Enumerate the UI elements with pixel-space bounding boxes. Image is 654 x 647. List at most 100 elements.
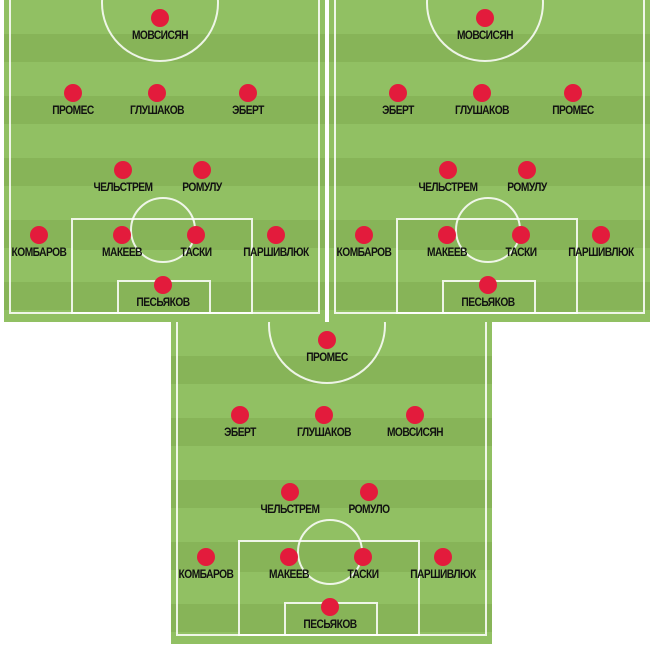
player-rb: ПАРШИВЛЮК [226, 226, 325, 259]
player-name: ПАРШИВЛЮК [243, 245, 309, 259]
player-dot [360, 483, 378, 501]
player-name: ЭБЕРТ [224, 425, 256, 439]
player-dot [318, 331, 336, 349]
player-cm: ГЛУШАКОВ [274, 406, 374, 439]
player-name: КОМБАРОВ [336, 245, 392, 259]
player-gk: ПЕСЬЯКОВ [113, 276, 213, 309]
player-lb: КОМБАРОВ [171, 548, 256, 581]
player-lb: КОМБАРОВ [4, 226, 89, 259]
player-dot [476, 9, 494, 27]
player-name: ТАСКИ [347, 567, 379, 581]
player-name: ЧЕЛЬСТРЕМ [93, 180, 153, 194]
player-dot [114, 161, 132, 179]
player-name: ПЕСЬЯКОВ [461, 295, 515, 309]
player-dot [406, 406, 424, 424]
player-rb: ПАРШИВЛЮК [551, 226, 650, 259]
player-name: КОМБАРОВ [11, 245, 67, 259]
player-rcb: ТАСКИ [471, 226, 571, 259]
player-cm: ГЛУШАКОВ [107, 84, 207, 117]
player-name: РОМУЛУ [182, 180, 222, 194]
player-dot [315, 406, 333, 424]
player-dmr: РОМУЛО [319, 483, 419, 516]
player-name: ГЛУШАКОВ [129, 103, 185, 117]
player-name: РОМУЛО [348, 502, 390, 516]
player-dot [148, 84, 166, 102]
lineup-field-1: МОВСИСЯН ПРОМЕС ГЛУШАКОВ ЭБЕРТ ЧЕЛЬСТРЕМ РОМУ… [4, 0, 325, 322]
player-name: ПРОМЕС [306, 350, 348, 364]
player-dot [151, 9, 169, 27]
player-cm: ГЛУШАКОВ [432, 84, 532, 117]
player-rcb: ТАСКИ [313, 548, 413, 581]
player-name: ТАСКИ [505, 245, 537, 259]
player-name: МАКЕЕВ [268, 567, 310, 581]
player-lb: КОМБАРОВ [329, 226, 414, 259]
player-name: ПЕСЬЯКОВ [303, 617, 357, 631]
player-gk: ПЕСЬЯКОВ [280, 598, 380, 631]
lineup-field-3: ПРОМЕС ЭБЕРТ ГЛУШАКОВ МОВСИСЯН ЧЕЛЬСТРЕМ РОМУ… [171, 322, 492, 644]
player-name: ПЕСЬЯКОВ [136, 295, 190, 309]
player-st: ПРОМЕС [277, 331, 377, 364]
player-lm: ЭБЕРТ [348, 84, 448, 117]
player-dot [355, 226, 373, 244]
player-dot [518, 161, 536, 179]
player-name: МОВСИСЯН [386, 425, 444, 439]
player-dot [434, 548, 452, 566]
player-name: ПАРШИВЛЮК [410, 567, 476, 581]
player-dml: ЧЕЛЬСТРЕМ [73, 161, 173, 194]
player-rb: ПАРШИВЛЮК [393, 548, 492, 581]
player-dml: ЧЕЛЬСТРЕМ [398, 161, 498, 194]
player-lm: ПРОМЕС [23, 84, 123, 117]
player-lcb: МАКЕЕВ [397, 226, 497, 259]
player-dot [592, 226, 610, 244]
player-dmr: РОМУЛУ [152, 161, 252, 194]
player-rcb: ТАСКИ [146, 226, 246, 259]
player-dot [267, 226, 285, 244]
player-dot [30, 226, 48, 244]
player-name: МАКЕЕВ [426, 245, 468, 259]
player-dot [389, 84, 407, 102]
player-name: ПРОМЕС [52, 103, 94, 117]
player-dot [564, 84, 582, 102]
player-name: ЧЕЛЬСТРЕМ [260, 502, 320, 516]
player-dmr: РОМУЛУ [477, 161, 577, 194]
player-name: РОМУЛУ [507, 180, 547, 194]
player-dot [113, 226, 131, 244]
player-dml: ЧЕЛЬСТРЕМ [240, 483, 340, 516]
player-name: ТАСКИ [180, 245, 212, 259]
player-dot [64, 84, 82, 102]
player-name: ЭБЕРТ [382, 103, 414, 117]
player-name: МОВСИСЯН [456, 28, 514, 42]
player-dot [193, 161, 211, 179]
player-rm: МОВСИСЯН [365, 406, 465, 439]
player-name: ПРОМЕС [552, 103, 594, 117]
player-dot [354, 548, 372, 566]
player-st: МОВСИСЯН [110, 9, 210, 42]
player-name: МОВСИСЯН [131, 28, 189, 42]
player-rm: ЭБЕРТ [198, 84, 298, 117]
lineup-field-2: МОВСИСЯН ЭБЕРТ ГЛУШАКОВ ПРОМЕС ЧЕЛЬСТРЕМ РОМУ… [329, 0, 650, 322]
player-lcb: МАКЕЕВ [239, 548, 339, 581]
player-name: ПАРШИВЛЮК [568, 245, 634, 259]
player-dot [479, 276, 497, 294]
player-dot [281, 483, 299, 501]
player-lm: ЭБЕРТ [190, 406, 290, 439]
player-lcb: МАКЕЕВ [72, 226, 172, 259]
player-dot [197, 548, 215, 566]
player-dot [239, 84, 257, 102]
player-dot [154, 276, 172, 294]
player-name: КОМБАРОВ [178, 567, 234, 581]
player-dot [231, 406, 249, 424]
player-name: ГЛУШАКОВ [454, 103, 510, 117]
player-name: ЭБЕРТ [232, 103, 264, 117]
player-st: МОВСИСЯН [435, 9, 535, 42]
player-dot [321, 598, 339, 616]
player-dot [280, 548, 298, 566]
player-dot [439, 161, 457, 179]
player-dot [512, 226, 530, 244]
player-dot [187, 226, 205, 244]
player-name: ГЛУШАКОВ [296, 425, 352, 439]
player-dot [473, 84, 491, 102]
player-rm: ПРОМЕС [523, 84, 623, 117]
player-gk: ПЕСЬЯКОВ [438, 276, 538, 309]
player-name: ЧЕЛЬСТРЕМ [418, 180, 478, 194]
